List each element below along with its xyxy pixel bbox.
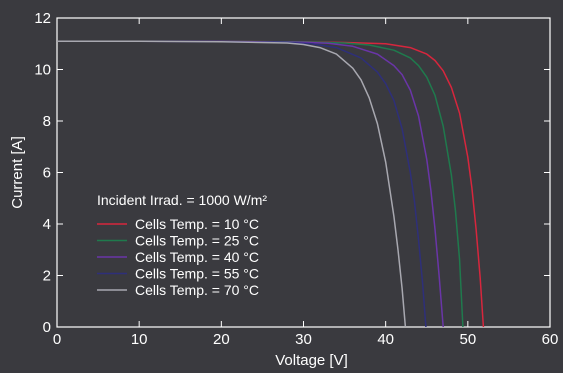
plot-frame <box>56 17 551 328</box>
y-tick-label: 12 <box>34 10 51 27</box>
y-tick-label: 10 <box>34 62 51 79</box>
y-tick-label: 6 <box>43 165 51 182</box>
series-line <box>57 40 485 328</box>
x-tick-label: 50 <box>459 331 476 348</box>
y-tick-label: 2 <box>43 268 51 285</box>
x-tick-label: 20 <box>213 331 230 348</box>
legend-label: Cells Temp. = 40 °C <box>135 249 259 265</box>
legend-label: Cells Temp. = 70 °C <box>135 282 259 298</box>
y-tick-label: 0 <box>43 319 51 336</box>
series-line <box>57 40 407 328</box>
x-axis-title: Voltage [V] <box>275 352 348 368</box>
legend-label: Cells Temp. = 10 °C <box>135 216 259 232</box>
x-tick-label: 40 <box>377 331 394 348</box>
legend-label: Cells Temp. = 25 °C <box>135 233 259 249</box>
x-tick-label: 0 <box>53 331 61 348</box>
legend-label: Cells Temp. = 55 °C <box>135 266 259 282</box>
x-tick-label: 30 <box>295 331 312 348</box>
x-tick-label: 60 <box>542 331 559 348</box>
y-tick-label: 4 <box>43 216 51 233</box>
y-axis-title: Current [A] <box>9 136 26 209</box>
legend-heading: Incident Irrad. = 1000 W/m² <box>97 192 267 208</box>
x-tick-label: 10 <box>131 331 148 348</box>
y-tick-label: 8 <box>43 113 51 130</box>
